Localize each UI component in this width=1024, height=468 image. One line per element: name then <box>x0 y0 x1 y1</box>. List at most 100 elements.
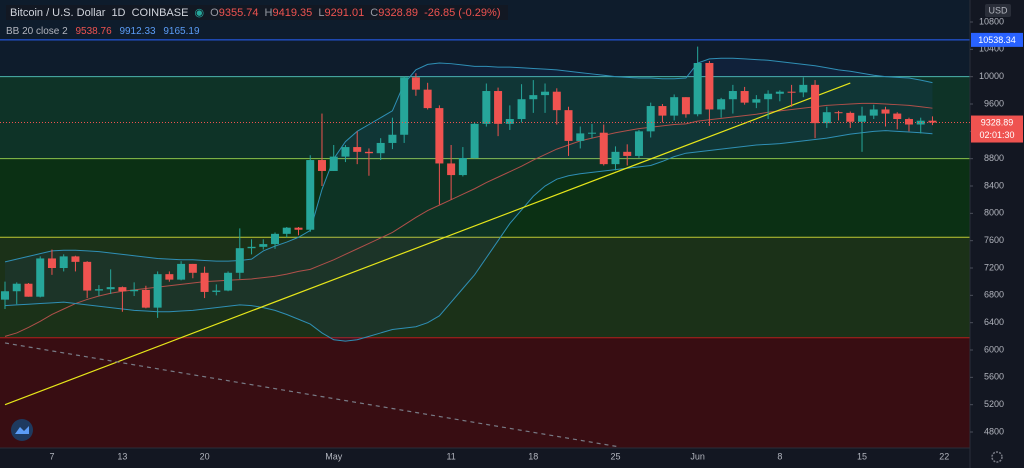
zone <box>0 237 970 338</box>
candle-body <box>12 283 21 292</box>
candle-body <box>834 112 843 114</box>
y-tick-label: 7600 <box>984 235 1004 245</box>
candle-body <box>1 291 9 300</box>
candle-body <box>740 91 749 103</box>
candle-body <box>306 160 315 230</box>
ohlc-value: 9419.35 <box>272 7 313 19</box>
band-line <box>4 130 933 342</box>
ohlc-label: L <box>318 7 325 19</box>
x-tick-label: 8 <box>777 451 782 461</box>
candle-body <box>364 151 373 154</box>
candle-body <box>822 112 831 124</box>
candle-body <box>752 99 761 103</box>
candle-body <box>588 132 596 134</box>
ohlc-label: H <box>264 7 273 19</box>
candle-body <box>693 63 702 115</box>
x-tick-label: 22 <box>939 451 949 461</box>
candle-body <box>83 261 92 291</box>
ohlc-value: 9291.01 <box>324 7 365 19</box>
candle-body <box>329 156 338 171</box>
y-tick-label: 6800 <box>984 290 1004 300</box>
candle-body <box>482 91 491 124</box>
candle-body <box>599 132 608 165</box>
candle-body <box>106 287 115 290</box>
settings-icon <box>991 451 1003 463</box>
candle-body <box>623 151 632 156</box>
candle-body <box>634 131 643 156</box>
trend-line <box>4 82 851 406</box>
ohlc-label: C <box>370 7 379 19</box>
settings[interactable] <box>991 451 1003 463</box>
candle-body <box>869 109 878 116</box>
y-tick-label: 6000 <box>984 344 1004 354</box>
y-tick-label: 5200 <box>984 399 1004 409</box>
candle-body <box>212 290 221 292</box>
y-tick-label: 10800 <box>979 16 1004 26</box>
candle-body <box>658 106 667 116</box>
candle-body <box>294 227 303 230</box>
ohlc-value: 9328.89 <box>378 7 418 19</box>
candle-body <box>552 91 561 111</box>
y-tick-label: 4800 <box>984 426 1004 436</box>
candle-body <box>411 77 420 90</box>
y-tick-label: 7200 <box>984 262 1004 272</box>
candle-body <box>904 119 913 125</box>
candle-body <box>494 91 503 124</box>
interval[interactable]: 1D <box>111 7 126 19</box>
level-tag-label: 10538.34 <box>978 35 1016 45</box>
candle-body <box>317 160 326 171</box>
ohlc-value: 9355.74 <box>218 7 259 19</box>
last-price-label: 9328.89 <box>981 117 1014 127</box>
candle-body <box>529 95 538 100</box>
price-axis <box>970 0 1024 468</box>
candle-body <box>423 89 432 109</box>
x-tick-label: 7 <box>49 451 54 461</box>
candle-body <box>47 258 56 269</box>
candle-body <box>541 91 550 96</box>
countdown: 02:01:30 <box>979 130 1014 140</box>
candle-body <box>153 274 162 308</box>
ohlc-label: O <box>210 7 219 19</box>
candle-body <box>728 91 737 100</box>
candle-body <box>881 109 890 114</box>
candle-body <box>717 99 726 110</box>
zone <box>0 337 970 448</box>
level-tag <box>971 32 1023 47</box>
currency-box <box>985 4 1011 17</box>
x-tick-label: 18 <box>528 451 538 461</box>
y-tick-label: 8000 <box>984 208 1004 218</box>
band-value: 9912.33 <box>119 26 156 37</box>
change: -26.85 (-0.29%) <box>424 7 501 19</box>
logo[interactable] <box>11 419 33 441</box>
candle-body <box>118 287 127 292</box>
indicator-name[interactable]: BB 20 close 2 <box>6 26 68 37</box>
currency-label: USD <box>988 5 1008 15</box>
candle-body <box>799 84 808 93</box>
candle-body <box>646 106 655 132</box>
candle-body <box>130 289 139 292</box>
candle-body <box>24 283 33 297</box>
candle-body <box>200 272 209 292</box>
band-line <box>4 57 933 263</box>
y-tick-label: 5600 <box>984 372 1004 382</box>
x-tick-label: 25 <box>610 451 620 461</box>
candle-body <box>517 99 526 120</box>
candle-body <box>224 272 233 291</box>
candle-body <box>846 112 855 122</box>
candle-body <box>611 151 620 165</box>
y-tick-label: 6400 <box>984 317 1004 327</box>
candle-body <box>458 157 467 176</box>
candle-body <box>764 93 773 100</box>
y-tick-label: 8400 <box>984 180 1004 190</box>
zone <box>0 158 970 238</box>
candle-body <box>36 258 45 297</box>
candle-body <box>916 120 925 125</box>
candle-body <box>400 77 409 135</box>
candle-body <box>71 256 80 262</box>
symbol-legend: Bitcoin / U.S. Dollar 1D COINBASE ◉ O935… <box>6 5 508 20</box>
candle-body <box>564 110 573 141</box>
symbol[interactable]: Bitcoin / U.S. Dollar <box>10 7 106 19</box>
candle-body <box>282 227 291 234</box>
